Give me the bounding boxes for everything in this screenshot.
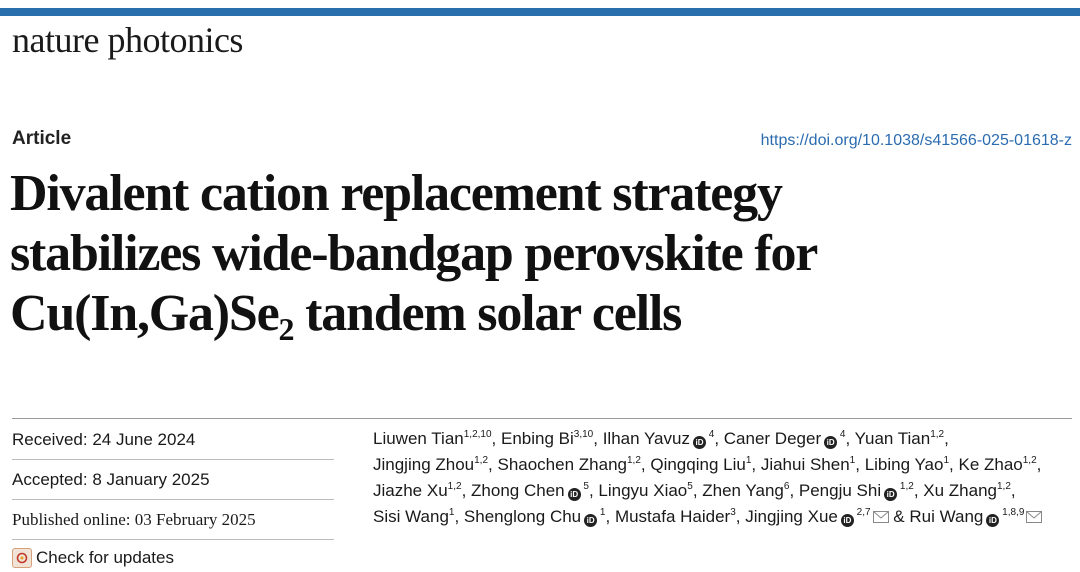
author-name-text: Shaochen Zhang [497,455,627,474]
orcid-icon[interactable]: iD [986,514,1000,527]
check-for-updates-label: Check for updates [36,548,174,567]
affiliation-superscript[interactable]: 1 [849,455,856,466]
article-title: Divalent cation replacement strategy sta… [10,164,1070,345]
author-name-text: Enbing Bi [501,429,574,448]
author-name[interactable]: Zhong Chen iD 5 [471,481,589,501]
title-formula: Cu(In,Ga)Se [10,285,280,342]
author-name[interactable]: Caner Deger iD 4 [723,429,846,449]
author-name[interactable]: Qingqing Liu1 [650,455,751,474]
author-name-text: Libing Yao [864,455,944,474]
author-name[interactable]: Jingjing Zhou1,2 [373,455,488,474]
affiliation-superscript[interactable]: 1 [943,455,950,466]
author-name-text: Jingjing Zhou [373,455,475,474]
author-name-text: Mustafa Haider [614,507,731,526]
author-name[interactable]: Rui Wang iD 1,8,9 [909,507,1043,527]
author-name[interactable]: Xu Zhang1,2 [923,481,1011,500]
author-name[interactable]: Shaochen Zhang1,2 [497,455,640,474]
accepted-date: Accepted: 8 January 2025 [12,470,210,489]
author-name-text: Sisi Wang [373,507,449,526]
author-name[interactable]: Shenglong Chu iD 1 [463,507,606,527]
author-name-text: Jingjing Xue [745,507,838,526]
affiliation-superscript[interactable]: 5 [580,481,589,492]
affiliation-superscript[interactable]: 2,7 [853,507,871,518]
published-date: Published online: 03 February 2025 [12,510,256,529]
mail-icon[interactable] [872,511,889,523]
side-divider [12,499,334,500]
affiliation-superscript[interactable]: 1 [597,507,606,518]
affiliation-superscript[interactable]: 1,2 [930,429,945,440]
author-name-text: Lingyu Xiao [598,481,688,500]
author-name[interactable]: Zhen Yang6 [702,481,789,500]
author-name[interactable]: Ilhan Yavuz iD 4 [602,429,715,449]
author-name-text: Pengju Shi [798,481,882,500]
side-divider [12,539,334,540]
author-name-text: Yuan Tian [854,429,931,448]
author-name[interactable]: Liuwen Tian1,2,10 [373,429,492,448]
author-name-text: Shenglong Chu [463,507,582,526]
author-name[interactable]: Yuan Tian1,2 [855,429,945,448]
author-name[interactable]: Ke Zhao1,2 [958,455,1036,474]
affiliation-superscript[interactable]: 1,2 [474,455,489,466]
author-name[interactable]: Jiazhe Xu1,2 [373,481,462,500]
orcid-icon[interactable]: iD [884,488,898,501]
title-line-1: Divalent cation replacement strategy [10,165,783,222]
affiliation-superscript[interactable]: 1 [448,507,455,518]
author-name[interactable]: Jiahui Shen1 [761,455,855,474]
affiliation-superscript[interactable]: 1,2 [997,481,1011,492]
affiliation-superscript[interactable]: 3,10 [573,429,594,440]
author-name-text: Jiahui Shen [760,455,850,474]
author-name[interactable]: Pengju Shi iD 1,2 [798,481,914,501]
author-name-text: Ilhan Yavuz [602,429,690,448]
author-name[interactable]: Enbing Bi3,10 [501,429,593,448]
header-divider [12,418,1072,419]
side-divider [12,459,334,460]
author-name-text: Zhen Yang [702,481,784,500]
orcid-icon[interactable]: iD [824,436,838,449]
affiliation-superscript[interactable]: 1,2 [626,455,641,466]
author-name-text: Qingqing Liu [650,455,746,474]
affiliation-superscript[interactable]: 3 [730,507,736,518]
orcid-icon[interactable]: iD [840,514,854,527]
check-updates-icon [12,548,32,568]
affiliation-superscript[interactable]: 4 [705,429,715,440]
orcid-icon[interactable]: iD [692,436,706,449]
affiliation-superscript[interactable]: 4 [837,429,846,440]
title-subscript: 2 [278,311,295,347]
orcid-icon[interactable]: iD [584,514,598,527]
author-name-text: Ke Zhao [958,455,1023,474]
author-name[interactable]: Sisi Wang1 [373,507,454,526]
journal-name[interactable]: nature photonics [12,20,243,60]
received-date: Received: 24 June 2024 [12,430,196,449]
author-name[interactable]: Libing Yao1 [865,455,949,474]
mail-icon[interactable] [1026,511,1043,523]
affiliation-superscript[interactable]: 5 [687,481,693,492]
affiliation-superscript[interactable]: 1 [745,455,752,466]
author-name-text: Rui Wang [909,507,984,526]
orcid-icon[interactable]: iD [567,488,581,501]
affiliation-superscript[interactable]: 1,2 [897,481,914,492]
journal-top-bar [0,8,1080,16]
article-type-label: Article [12,128,72,149]
title-line-2: stabilizes wide-bandgap perovskite for [10,225,818,282]
affiliation-superscript[interactable]: 1,2 [1022,455,1037,466]
title-suffix: tandem solar cells [293,285,682,342]
author-name[interactable]: Mustafa Haider3 [615,507,736,526]
affiliation-superscript[interactable]: 1,8,9 [999,507,1025,518]
affiliation-superscript[interactable]: 1,2 [447,481,462,492]
title-line-3: Cu(In,Ga)Se2 tandem solar cells [10,285,682,345]
author-name-text: Xu Zhang [923,481,997,500]
affiliation-superscript[interactable]: 1,2,10 [463,429,492,440]
author-list: Liuwen Tian1,2,10, Enbing Bi3,10, Ilhan … [373,429,1043,527]
doi-link[interactable]: https://doi.org/10.1038/s41566-025-01618… [760,132,1072,149]
author-name-text: Jiazhe Xu [373,481,448,500]
affiliation-superscript[interactable]: 6 [783,481,790,492]
author-name-text: Caner Deger [723,429,822,448]
author-name-text: Zhong Chen [471,481,565,500]
author-name[interactable]: Lingyu Xiao5 [598,481,692,500]
check-for-updates-button[interactable]: Check for updates [12,548,174,568]
author-name[interactable]: Jingjing Xue iD 2,7 [745,507,889,527]
author-name-text: Liuwen Tian [373,429,464,448]
